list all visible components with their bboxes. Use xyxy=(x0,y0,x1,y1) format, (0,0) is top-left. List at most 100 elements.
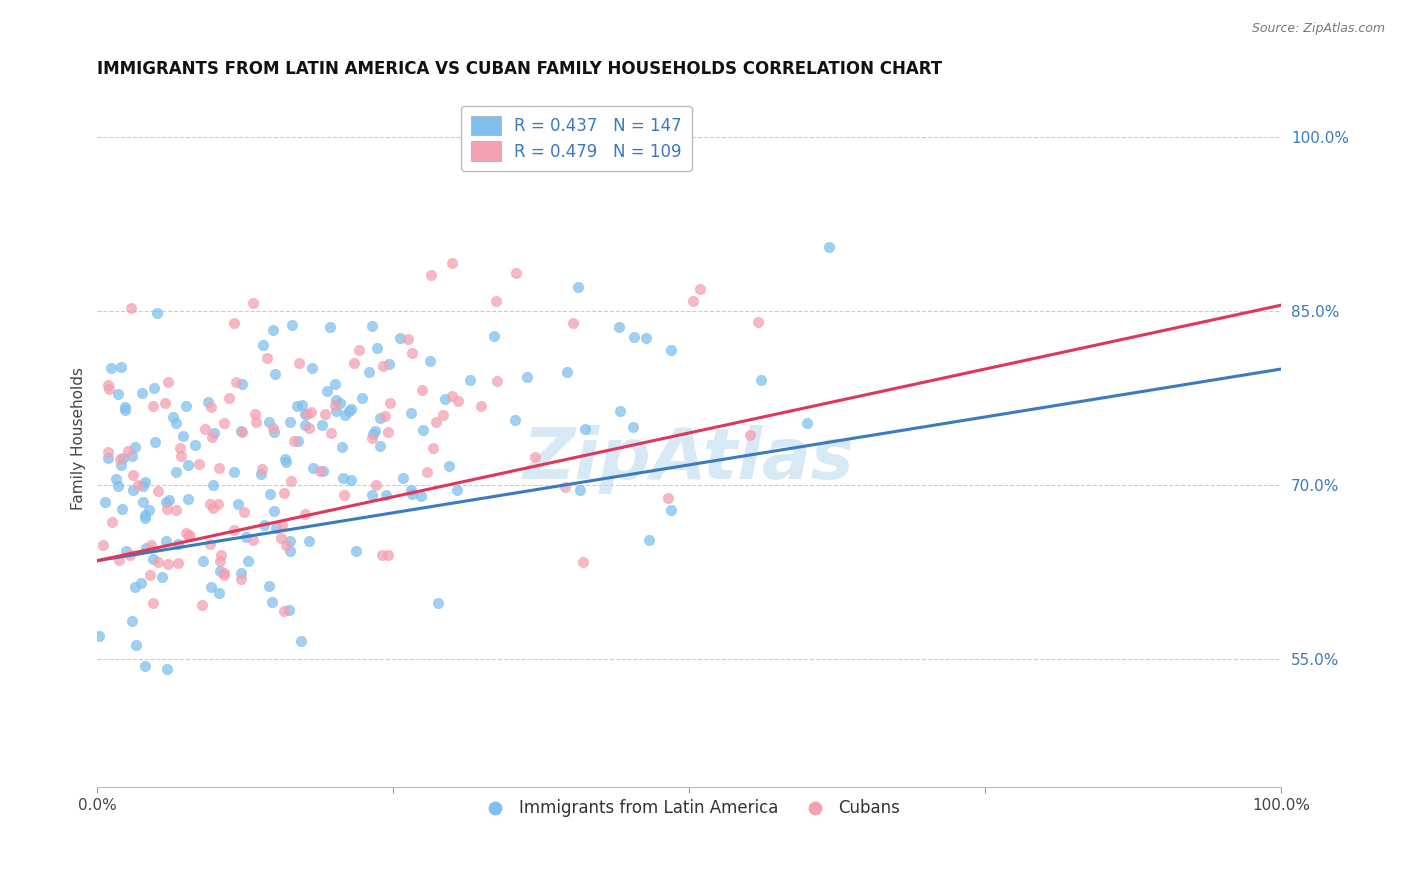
Point xyxy=(156,662,179,676)
Point xyxy=(142,399,165,413)
Point xyxy=(682,293,704,308)
Point xyxy=(360,431,382,445)
Point xyxy=(177,458,200,472)
Point xyxy=(751,373,773,387)
Point xyxy=(132,479,155,493)
Point xyxy=(235,530,257,544)
Point xyxy=(368,411,391,425)
Point xyxy=(401,345,423,359)
Point xyxy=(97,378,120,392)
Point xyxy=(283,434,305,448)
Point xyxy=(250,467,273,481)
Point xyxy=(87,629,110,643)
Point xyxy=(312,464,335,478)
Point xyxy=(555,365,578,379)
Point xyxy=(422,441,444,455)
Point xyxy=(253,517,276,532)
Text: IMMIGRANTS FROM LATIN AMERICA VS CUBAN FAMILY HOUSEHOLDS CORRELATION CHART: IMMIGRANTS FROM LATIN AMERICA VS CUBAN F… xyxy=(97,60,942,78)
Point xyxy=(193,553,215,567)
Point xyxy=(122,483,145,498)
Point xyxy=(200,400,222,414)
Point xyxy=(224,466,246,480)
Point xyxy=(121,449,143,463)
Point xyxy=(288,355,311,369)
Y-axis label: Family Households: Family Households xyxy=(72,368,86,510)
Point xyxy=(350,391,373,405)
Point xyxy=(194,422,217,436)
Point xyxy=(188,457,211,471)
Point xyxy=(118,548,141,562)
Point xyxy=(411,384,433,398)
Point xyxy=(419,353,441,368)
Point xyxy=(155,533,177,548)
Point xyxy=(503,412,526,426)
Point xyxy=(446,483,468,497)
Point xyxy=(329,396,352,410)
Point xyxy=(609,403,631,417)
Point xyxy=(412,423,434,437)
Text: Source: ZipAtlas.com: Source: ZipAtlas.com xyxy=(1251,22,1385,36)
Point xyxy=(361,488,384,502)
Point xyxy=(257,579,280,593)
Point xyxy=(134,659,156,673)
Point xyxy=(97,451,120,466)
Point xyxy=(218,391,240,405)
Point xyxy=(482,329,505,343)
Point xyxy=(368,439,391,453)
Point xyxy=(139,538,162,552)
Point xyxy=(176,491,198,506)
Point xyxy=(191,598,214,612)
Point xyxy=(256,351,278,365)
Point xyxy=(165,416,187,430)
Point xyxy=(347,343,370,357)
Point xyxy=(344,544,367,558)
Point xyxy=(659,503,682,517)
Point xyxy=(131,386,153,401)
Point xyxy=(229,573,252,587)
Point xyxy=(316,384,339,398)
Point xyxy=(425,415,447,429)
Point xyxy=(232,505,254,519)
Point xyxy=(561,316,583,330)
Point xyxy=(415,466,437,480)
Point xyxy=(170,450,193,464)
Point xyxy=(308,464,330,478)
Point xyxy=(343,355,366,369)
Point xyxy=(333,488,356,502)
Point xyxy=(212,566,235,580)
Point xyxy=(201,478,224,492)
Point xyxy=(441,256,464,270)
Point xyxy=(285,399,308,413)
Point xyxy=(572,555,595,569)
Point xyxy=(201,430,224,444)
Point xyxy=(231,377,253,392)
Point xyxy=(145,434,167,449)
Point xyxy=(107,479,129,493)
Point xyxy=(264,367,287,381)
Point xyxy=(278,533,301,548)
Point xyxy=(110,360,132,375)
Point xyxy=(569,483,592,498)
Point xyxy=(169,441,191,455)
Point xyxy=(441,389,464,403)
Point xyxy=(274,538,297,552)
Point xyxy=(420,268,443,283)
Point xyxy=(209,565,232,579)
Point xyxy=(259,487,281,501)
Point xyxy=(401,406,423,420)
Point xyxy=(380,396,402,410)
Point xyxy=(135,541,157,555)
Point xyxy=(132,495,155,509)
Point xyxy=(411,489,433,503)
Point xyxy=(278,415,301,429)
Point xyxy=(366,341,388,355)
Point xyxy=(446,394,468,409)
Point xyxy=(138,567,160,582)
Point xyxy=(231,425,253,439)
Point xyxy=(124,440,146,454)
Point xyxy=(323,398,346,412)
Point xyxy=(142,596,165,610)
Point xyxy=(167,536,190,550)
Point xyxy=(156,375,179,389)
Point xyxy=(361,318,384,333)
